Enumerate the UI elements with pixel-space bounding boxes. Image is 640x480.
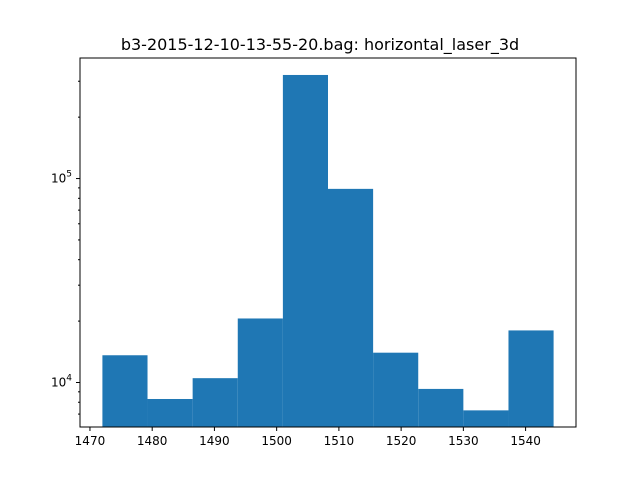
x-tick-label: 1510 [324, 434, 355, 448]
x-tick-label: 1480 [137, 434, 168, 448]
histogram-bar [328, 188, 374, 427]
x-axis: 1470 1480 1490 1500 1510 1520 1530 1540 [75, 427, 541, 448]
x-tick-label: 1470 [75, 434, 106, 448]
y-tick-label-exponent: 5 [66, 170, 72, 180]
histogram-bar [508, 330, 554, 427]
x-tick-label: 1520 [386, 434, 417, 448]
x-tick-label: 1490 [199, 434, 230, 448]
bars-group [102, 74, 554, 427]
histogram-bar [463, 410, 509, 427]
histogram-bar [102, 355, 148, 427]
x-tick-label: 1540 [510, 434, 541, 448]
y-tick-label-exponent: 4 [66, 373, 72, 383]
x-tick-label: 1530 [448, 434, 479, 448]
histogram-bar [192, 378, 238, 427]
histogram-bar [147, 398, 193, 427]
y-tick-label: 104 [51, 373, 72, 389]
histogram-bar [418, 388, 464, 427]
y-tick-label-base: 10 [51, 172, 66, 186]
y-tick-label-base: 10 [51, 375, 66, 389]
y-tick-label: 105 [51, 170, 72, 186]
chart-title: b3-2015-12-10-13-55-20.bag: horizontal_l… [121, 35, 519, 55]
x-tick-label: 1500 [261, 434, 292, 448]
histogram-bar [373, 352, 419, 427]
histogram-bar [282, 74, 328, 427]
plot-area-frame [79, 57, 577, 428]
histogram-bar [237, 318, 283, 427]
